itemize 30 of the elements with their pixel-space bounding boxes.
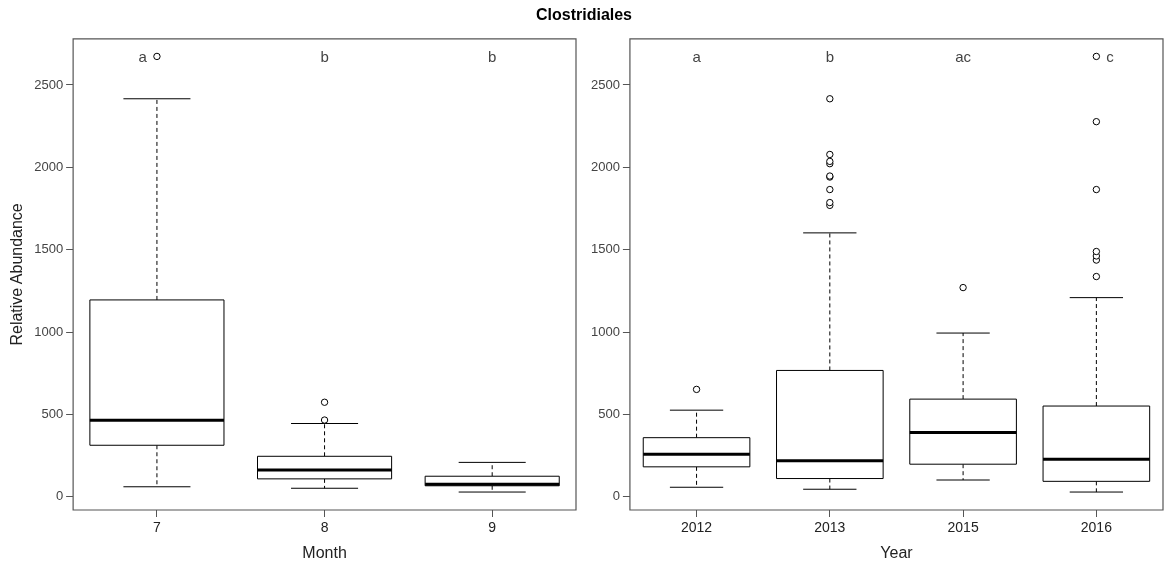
y-tick-label: 1500 (34, 241, 64, 257)
y-tick-label: 1000 (591, 323, 620, 339)
annotation: b (488, 47, 497, 65)
annotation: b (320, 47, 329, 65)
y-tick-label: 2000 (591, 158, 620, 174)
annotation: b (825, 47, 834, 65)
y-tick-label: 1000 (34, 323, 64, 339)
x-tick-label: 2016 (1080, 519, 1113, 536)
y-tick-label: 0 (55, 488, 64, 504)
annotation: a (138, 47, 148, 65)
x-tick-label: 8 (320, 519, 329, 536)
y-tick-label: 2000 (34, 158, 64, 174)
y-tick-label: 2500 (591, 76, 620, 92)
x-tick-label: 2015 (947, 519, 979, 536)
y-axis-title: Relative Abundance (8, 203, 26, 346)
y-tick-label: 500 (41, 406, 64, 422)
x-axis-title: Year (880, 543, 914, 561)
annotation: ac (955, 47, 972, 65)
annotation: c (1106, 47, 1115, 65)
y-tick-label: 0 (612, 488, 620, 504)
x-tick-label: 2012 (680, 519, 713, 536)
annotation: a (692, 47, 702, 65)
x-tick-label: 9 (488, 519, 497, 536)
chart-title: Clostridiales (535, 6, 633, 24)
y-tick-label: 2500 (34, 76, 64, 92)
y-tick-label: 500 (598, 406, 620, 422)
y-tick-label: 1500 (591, 241, 620, 257)
x-axis-title: Month (302, 543, 347, 561)
x-tick-label: 7 (153, 519, 162, 536)
x-tick-label: 2013 (814, 519, 846, 536)
